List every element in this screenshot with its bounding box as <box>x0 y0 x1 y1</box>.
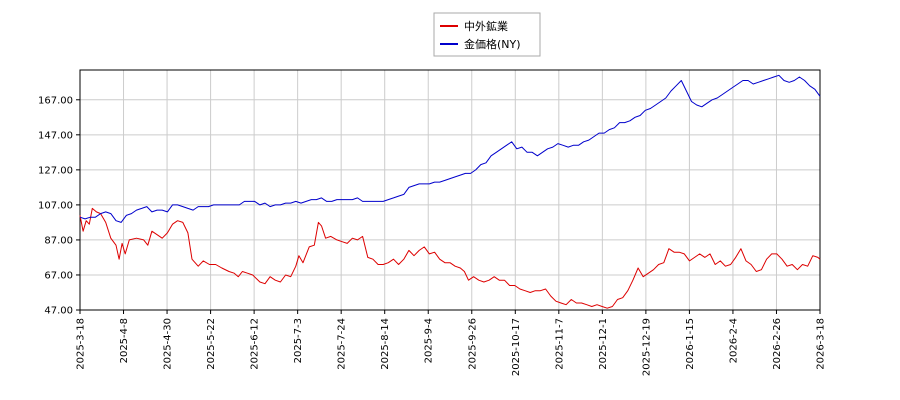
x-tick-label: 2025-9-26 <box>467 318 478 370</box>
x-tick-label: 2025-6-12 <box>250 318 261 370</box>
x-tick-label: 2025-12-19 <box>641 318 652 376</box>
x-tick-label: 2025-12-1 <box>598 318 609 370</box>
x-tick-label: 2025-9-4 <box>424 318 435 363</box>
x-axis-ticks: 2025-3-18 2025-4-8 2025-4-30 2025-5-22 2025-… <box>76 310 827 376</box>
y-tick-label: 147.00 <box>38 130 73 141</box>
x-tick-label: 2025-7-3 <box>293 318 304 363</box>
x-tick-label: 2025-11-7 <box>554 318 565 370</box>
y-tick-label: 47.00 <box>44 306 73 317</box>
x-tick-label: 2026-3-18 <box>816 318 827 370</box>
legend-label-series-1: 金価格(NY) <box>464 37 521 51</box>
x-tick-label: 2025-3-18 <box>76 318 87 370</box>
x-tick-label: 2026-2-4 <box>728 318 739 363</box>
x-tick-label: 2025-8-14 <box>380 318 391 370</box>
series-lines <box>79 74 821 309</box>
series-line-0 <box>79 207 821 309</box>
y-tick-label: 127.00 <box>38 165 73 176</box>
y-tick-label: 87.00 <box>44 235 73 246</box>
legend-label-series-0: 中外鉱業 <box>464 19 508 33</box>
y-tick-label: 107.00 <box>38 200 73 211</box>
legend: 中外鉱業 金価格(NY) <box>433 12 541 57</box>
y-tick-label: 67.00 <box>44 270 73 281</box>
x-tick-label: 2025-4-8 <box>119 318 130 363</box>
legend-box <box>433 12 541 57</box>
series-line-1 <box>79 74 821 223</box>
y-tick-label: 167.00 <box>38 95 73 106</box>
x-tick-label: 2025-10-17 <box>511 318 522 376</box>
grid-lines <box>79 70 821 311</box>
y-axis-ticks: 47.00 67.00 87.00 107.00 127.00 147.00 167.00 <box>38 95 80 317</box>
x-tick-label: 2025-4-30 <box>163 318 174 370</box>
x-tick-label: 2026-1-15 <box>685 318 696 370</box>
x-tick-label: 2026-2-26 <box>772 318 783 370</box>
x-tick-label: 2025-5-22 <box>206 318 217 370</box>
x-tick-label: 2025-7-24 <box>337 318 348 370</box>
plot-frame <box>79 69 821 311</box>
